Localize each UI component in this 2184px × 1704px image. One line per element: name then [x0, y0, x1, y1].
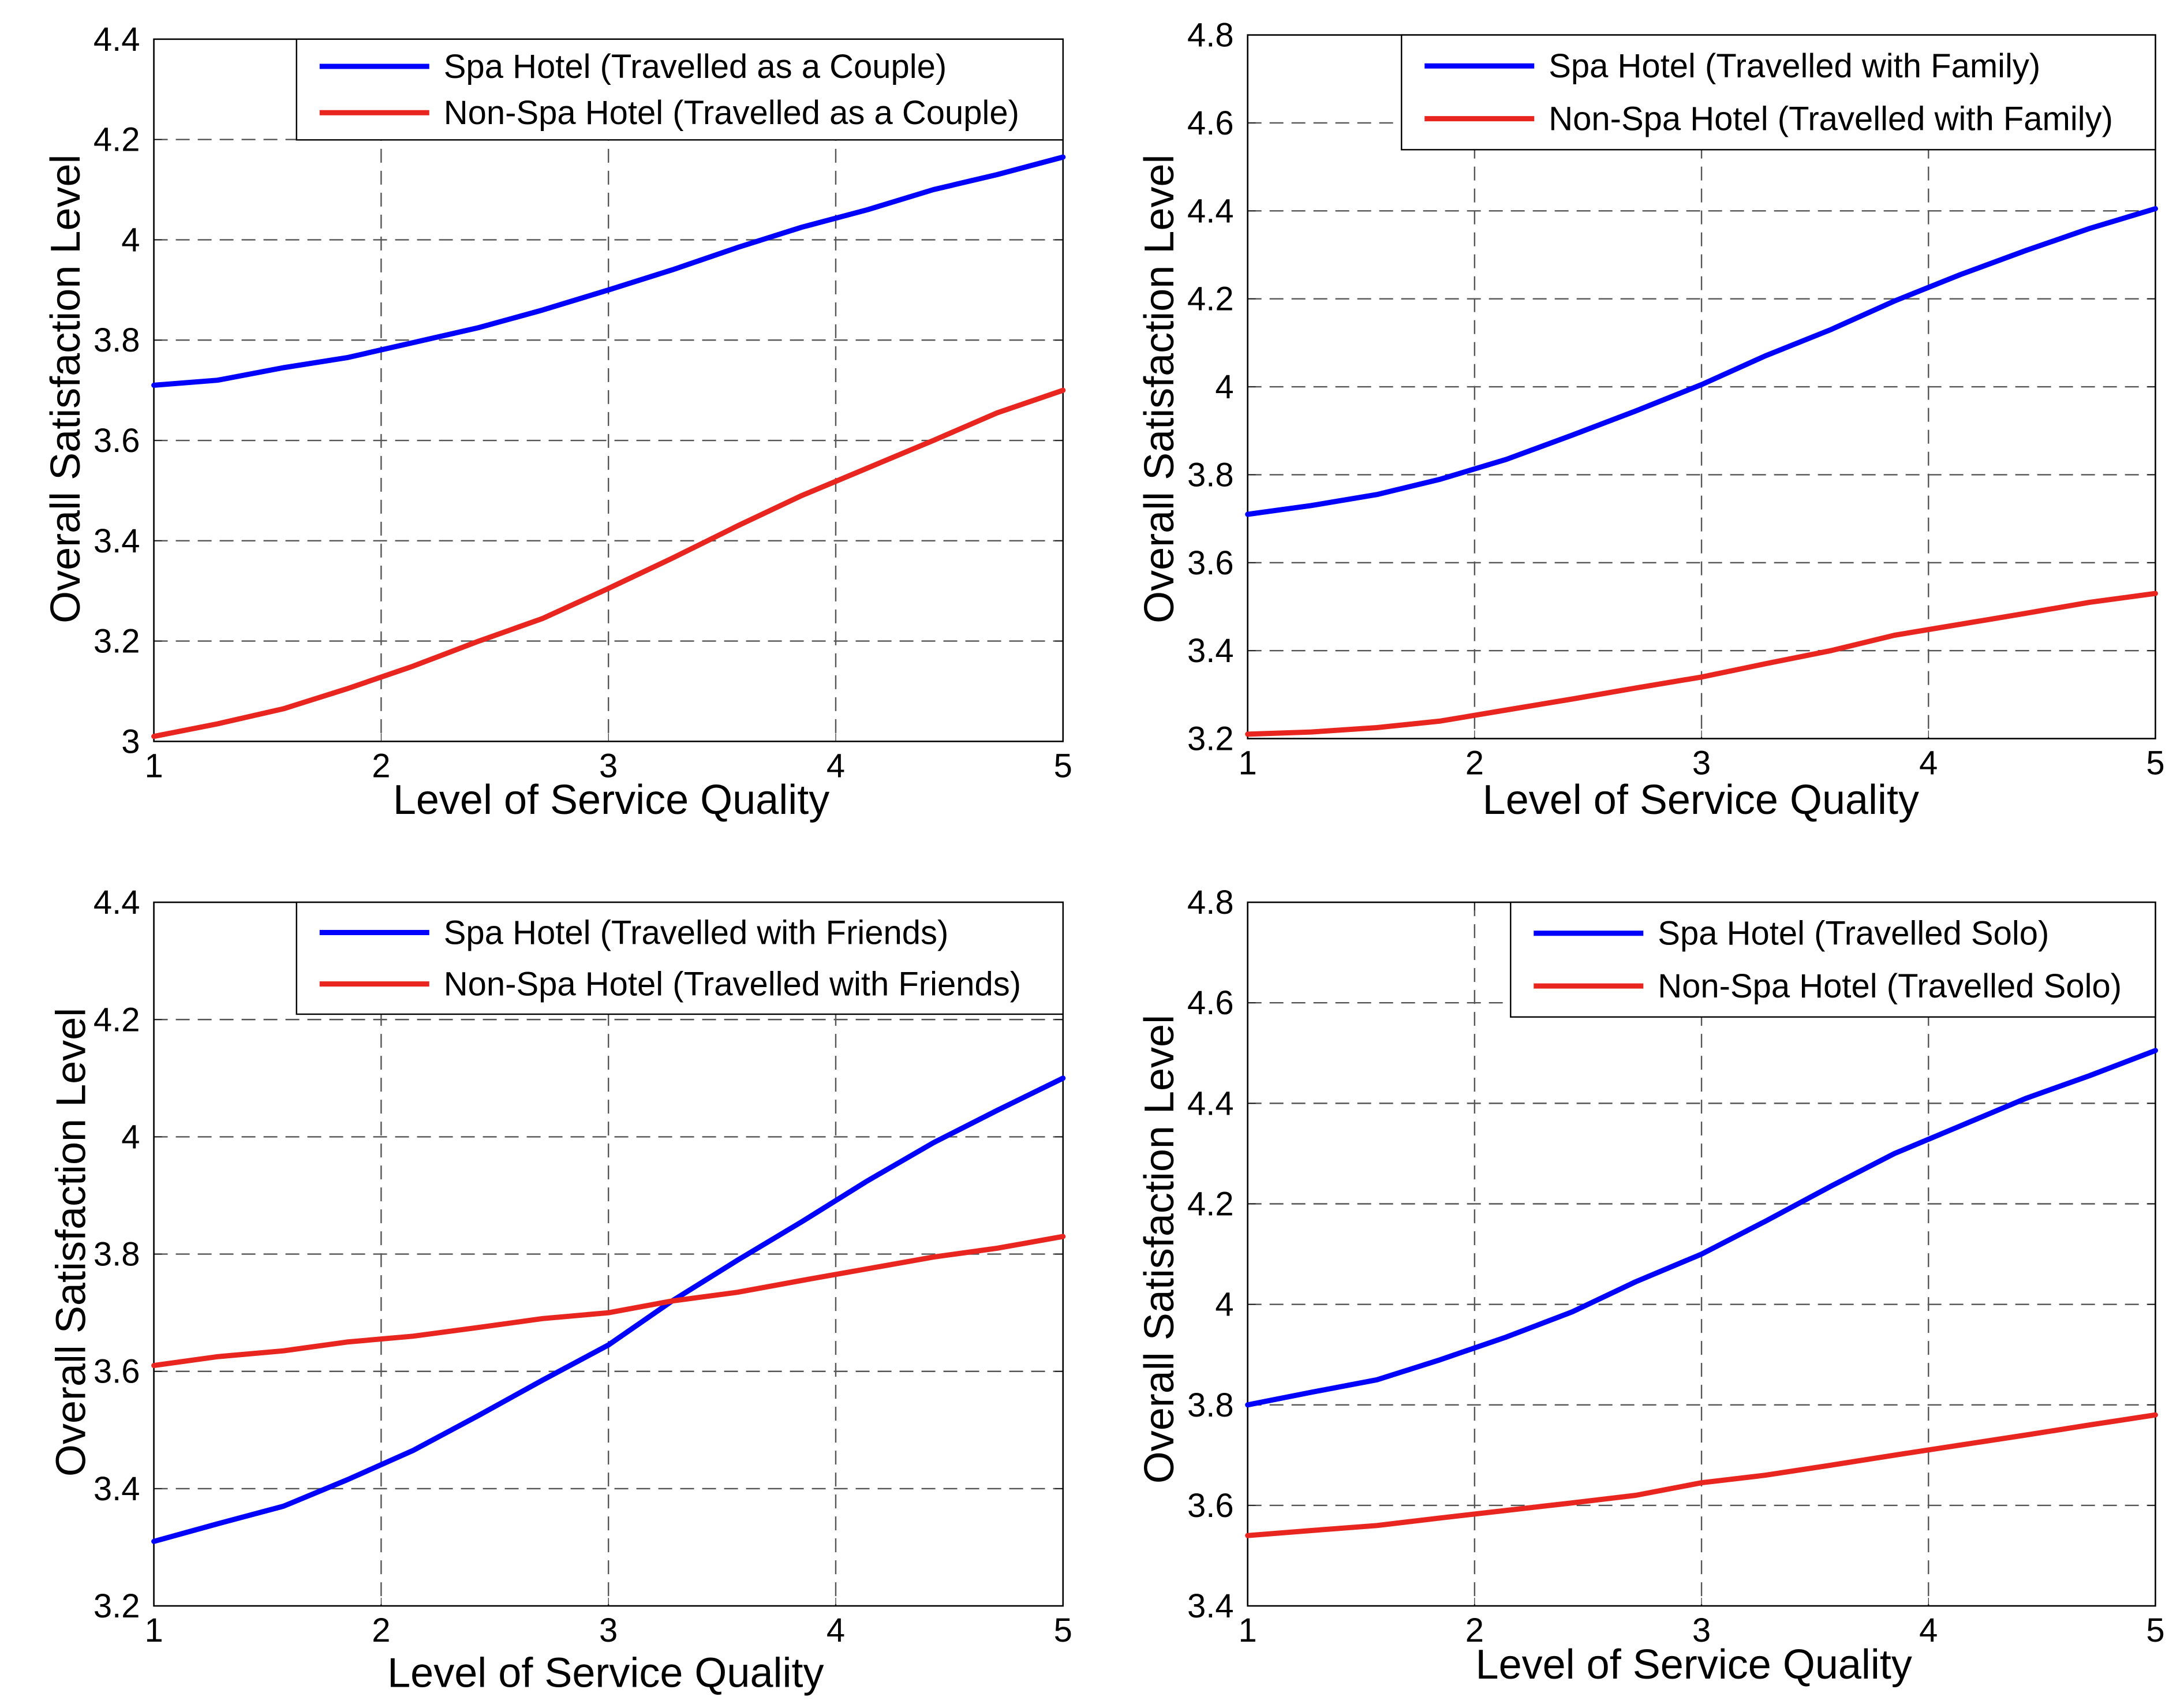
- y-tick-label: 3.4: [94, 1470, 140, 1508]
- x-tick-label: 4: [827, 747, 845, 784]
- y-tick-label: 3.2: [1187, 720, 1234, 758]
- legend: Spa Hotel (Travelled with Friends) Non-Sp…: [296, 901, 1064, 1015]
- x-tick-label: 5: [1054, 1612, 1072, 1649]
- x-tick-label: 5: [1054, 747, 1072, 784]
- non-spa-hotel-line: [1245, 591, 2158, 737]
- y-tick-label: 4.6: [1187, 984, 1234, 1022]
- x-tick-label: 2: [1465, 1612, 1484, 1649]
- y-tick-label: 4: [1215, 368, 1233, 406]
- y-axis-label: Overall Satisfaction Level: [1136, 1015, 1183, 1483]
- x-tick-label: 1: [1239, 1612, 1257, 1649]
- spa-hotel-line: [1245, 1048, 2158, 1408]
- y-tick-label: 3.6: [94, 422, 140, 459]
- x-axis-label: Level of Service Quality: [387, 1650, 824, 1696]
- legend-entry: Non-Spa Hotel (Travelled with Friends): [444, 966, 1021, 1003]
- x-tick-label: 1: [144, 747, 163, 784]
- y-tick-label: 3.8: [94, 322, 140, 359]
- legend-entry: Spa Hotel (Travelled as a Couple): [444, 48, 947, 85]
- legend-box: [296, 901, 1064, 1015]
- legend-box: [1510, 901, 2156, 1018]
- y-tick-label: 3.6: [1187, 544, 1234, 582]
- x-tick-label: 2: [1465, 745, 1484, 782]
- legend-entry: Spa Hotel (Travelled Solo): [1658, 915, 2049, 952]
- x-tick-label: 2: [372, 1612, 390, 1649]
- legend-entry: Spa Hotel (Travelled with Family): [1549, 47, 2040, 85]
- y-axis-label: Overall Satisfaction Level: [43, 155, 89, 623]
- chart-panel-2: 1 2 3 4 5 3.2 3.4 3.6 3.8 4 4.2 4.4 4.6 4.8 Level of S…: [1136, 17, 2165, 824]
- chart-panel-3: 1 2 3 4 5 3.2 3.4 3.6 3.8 4 4.2 4.4 Level of Service…: [48, 884, 1072, 1696]
- y-tick-label: 3.4: [94, 522, 140, 560]
- spa-hotel-line: [151, 154, 1066, 388]
- y-tick-label: 4.4: [1187, 192, 1234, 230]
- spa-hotel-line: [1245, 206, 2158, 517]
- y-tick-label: 4.2: [94, 1001, 140, 1038]
- x-tick-label: 3: [1692, 1612, 1711, 1649]
- y-tick-label: 4.8: [1187, 17, 1234, 54]
- x-tick-label: 5: [2146, 745, 2164, 782]
- y-tick-label: 3.8: [1187, 456, 1234, 494]
- y-axis-label: Overall Satisfaction Level: [1136, 155, 1183, 623]
- y-tick-label: 3.4: [1187, 632, 1234, 670]
- x-axis-label: Level of Service Quality: [1476, 1642, 1912, 1688]
- y-tick-label: 4.8: [1187, 884, 1234, 921]
- chart-panel-4: 1 2 3 4 5 3.4 3.6 3.8 4 4.2 4.4 4.6 4.8 Level of Serv…: [1136, 884, 2165, 1688]
- y-tick-label: 3.6: [94, 1353, 140, 1391]
- legend-entry: Non-Spa Hotel (Travelled as a Couple): [444, 94, 1019, 132]
- legend: Spa Hotel (Travelled with Family) Non-Spa…: [1401, 34, 2156, 151]
- y-tick-label: 3.8: [1187, 1387, 1234, 1424]
- x-tick-label: 1: [144, 1612, 163, 1649]
- y-tick-label: 4.2: [1187, 1186, 1234, 1223]
- x-tick-label: 5: [2146, 1612, 2164, 1649]
- x-tick-label: 4: [1919, 745, 1938, 782]
- x-tick-label: 3: [599, 747, 618, 784]
- legend-entry: Spa Hotel (Travelled with Friends): [444, 914, 949, 951]
- y-tick-label: 4.2: [94, 121, 140, 159]
- legend-entry: Non-Spa Hotel (Travelled Solo): [1658, 967, 2122, 1005]
- y-tick-label: 4.4: [94, 884, 140, 921]
- y-tick-label: 4.4: [94, 21, 140, 58]
- y-tick-label: 3.4: [1187, 1587, 1234, 1625]
- y-tick-label: 4.2: [1187, 281, 1234, 318]
- non-spa-hotel-line: [151, 387, 1066, 739]
- legend: Spa Hotel (Travelled as a Couple) Non-Spa…: [296, 38, 1064, 141]
- y-axis-label: Overall Satisfaction Level: [48, 1008, 95, 1477]
- y-tick-label: 3.8: [94, 1236, 140, 1273]
- y-tick-label: 3: [121, 723, 140, 760]
- y-tick-label: 4: [1215, 1286, 1233, 1324]
- y-tick-label: 4: [121, 221, 140, 259]
- y-tick-label: 3.6: [1187, 1487, 1234, 1524]
- chart-panel-1: 1 2 3 4 5 3 3.2 3.4 3.6 3.8 4 4.2 4.4 Level of Servic…: [43, 21, 1072, 823]
- x-axis-label: Level of Service Quality: [1483, 777, 1919, 823]
- x-tick-label: 2: [372, 747, 390, 784]
- x-tick-label: 4: [827, 1612, 845, 1649]
- non-spa-hotel-line: [1245, 1412, 2158, 1538]
- y-tick-label: 3.2: [94, 1587, 140, 1625]
- legend-box: [1401, 34, 2156, 151]
- x-axis-label: Level of Service Quality: [393, 777, 829, 823]
- spa-hotel-line: [151, 1075, 1066, 1544]
- x-tick-label: 3: [599, 1612, 618, 1649]
- legend-entry: Non-Spa Hotel (Travelled with Family): [1549, 100, 2113, 138]
- y-tick-label: 4: [121, 1118, 140, 1156]
- x-tick-label: 4: [1919, 1612, 1938, 1649]
- y-tick-label: 4.4: [1187, 1085, 1234, 1122]
- legend: Spa Hotel (Travelled Solo) Non-Spa Hotel …: [1510, 901, 2156, 1018]
- x-tick-label: 3: [1692, 745, 1711, 782]
- non-spa-hotel-line: [151, 1234, 1066, 1369]
- y-tick-label: 3.2: [94, 623, 140, 660]
- legend-box: [296, 38, 1064, 141]
- y-tick-label: 4.6: [1187, 104, 1234, 142]
- x-tick-label: 1: [1239, 745, 1257, 782]
